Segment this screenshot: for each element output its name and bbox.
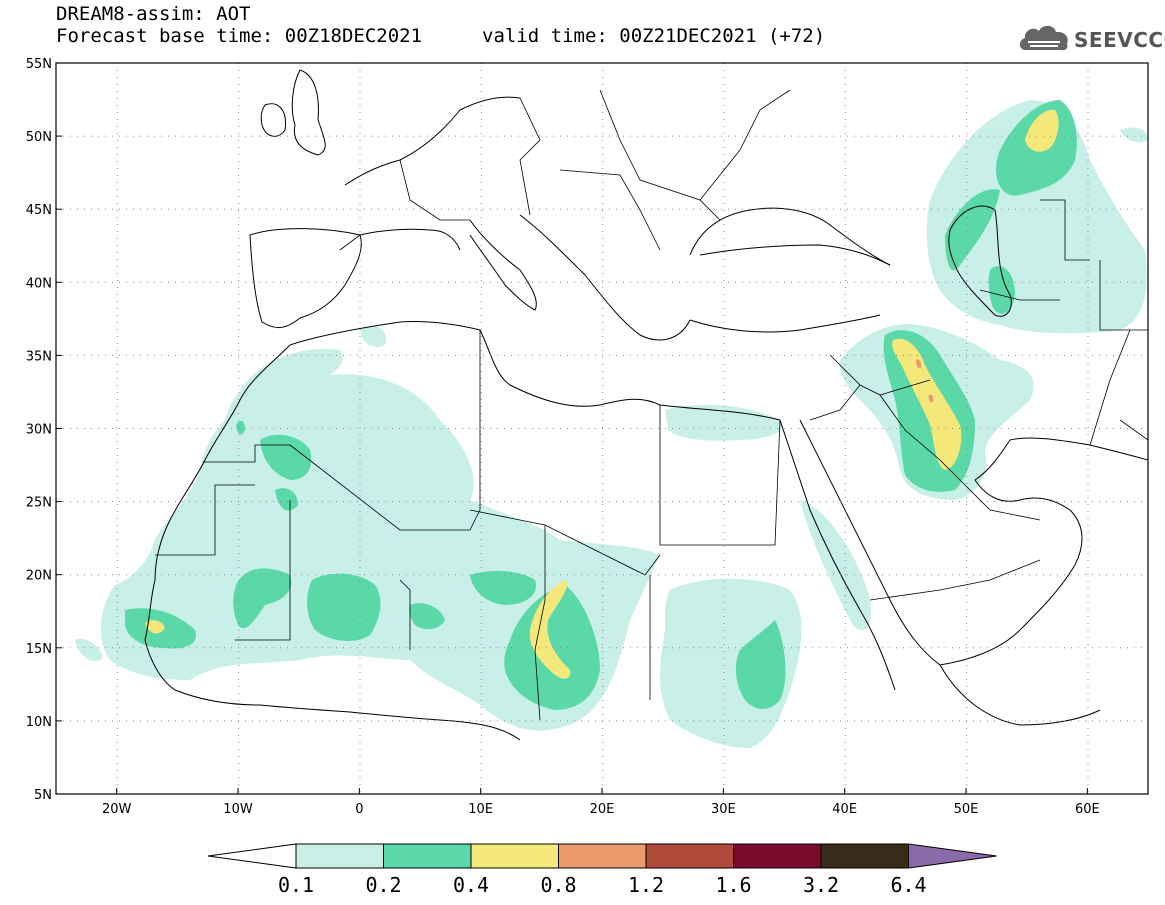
axis-ticks xyxy=(56,62,1088,795)
valid-time: valid time: 00Z21DEC2021 (+72) xyxy=(482,25,826,47)
seevccc-logo: SEEVCCC xyxy=(1016,20,1165,60)
lat-tick-label: 5N xyxy=(34,788,52,803)
lon-tick-label: 40E xyxy=(832,802,857,817)
lon-axis-labels: 20W 10W 0 10E 20E 30E 40E 50E 60E xyxy=(102,802,1100,817)
lat-lon-grid xyxy=(56,63,1148,794)
colorbar-swatch xyxy=(383,843,472,869)
lat-tick-label: 55N xyxy=(26,57,52,72)
aot-level-0.8 xyxy=(916,359,934,403)
lat-axis-labels: 5N 10N 15N 20N 25N 30N 35N 40N 45N 50N 55N xyxy=(26,57,52,803)
map-title: DREAM8-assim: AOT xyxy=(56,3,251,25)
colorbar-max-arrow xyxy=(908,843,997,869)
lon-tick-label: 50E xyxy=(954,802,979,817)
colorbar-swatch xyxy=(558,843,647,869)
lat-tick-label: 45N xyxy=(26,203,52,218)
lon-tick-label: 20W xyxy=(102,802,132,817)
colorbar-swatch xyxy=(733,843,822,869)
colorbar-swatch xyxy=(645,843,734,869)
colorbar-label: 3.2 xyxy=(803,873,839,897)
lon-tick-label: 10W xyxy=(223,802,253,817)
coastlines xyxy=(144,69,1148,741)
lon-tick-label: 0 xyxy=(355,802,363,817)
lon-tick-label: 30E xyxy=(711,802,736,817)
lon-tick-label: 60E xyxy=(1075,802,1100,817)
colorbar-label: 1.2 xyxy=(628,873,664,897)
lon-tick-label: 10E xyxy=(468,802,493,817)
forecast-base-label: Forecast base time: 00Z18DEC2021 xyxy=(56,25,423,47)
colorbar-label: 1.6 xyxy=(715,873,751,897)
colorbar-swatch xyxy=(820,843,909,869)
colorbar-label: 0.4 xyxy=(453,873,489,897)
colorbar-label: 0.2 xyxy=(365,873,401,897)
colorbar-label: 0.1 xyxy=(278,873,314,897)
lat-tick-label: 25N xyxy=(26,496,52,511)
forecast-base-time: Forecast base time: 00Z18DEC2021 valid ti… xyxy=(56,25,825,47)
aot-level-0.4 xyxy=(145,109,1059,679)
lat-tick-label: 50N xyxy=(26,130,52,145)
country-borders xyxy=(155,89,1148,721)
lat-tick-label: 35N xyxy=(26,349,52,364)
cloud-icon xyxy=(1019,25,1068,51)
colorbar-min-arrow xyxy=(207,843,297,869)
lat-tick-label: 40N xyxy=(26,276,52,291)
lat-tick-label: 20N xyxy=(26,569,52,584)
lat-tick-label: 15N xyxy=(26,642,52,657)
colorbar-swatch xyxy=(295,843,384,869)
logo-text: SEEVCCC xyxy=(1074,28,1165,52)
colorbar-label: 0.8 xyxy=(540,873,576,897)
colorbar-swatch xyxy=(470,843,559,869)
lat-tick-label: 30N xyxy=(26,423,52,438)
lat-tick-label: 10N xyxy=(26,715,52,730)
aot-contours xyxy=(56,63,1148,794)
colorbar-label: 6.4 xyxy=(890,873,926,897)
lon-tick-label: 20E xyxy=(590,802,615,817)
